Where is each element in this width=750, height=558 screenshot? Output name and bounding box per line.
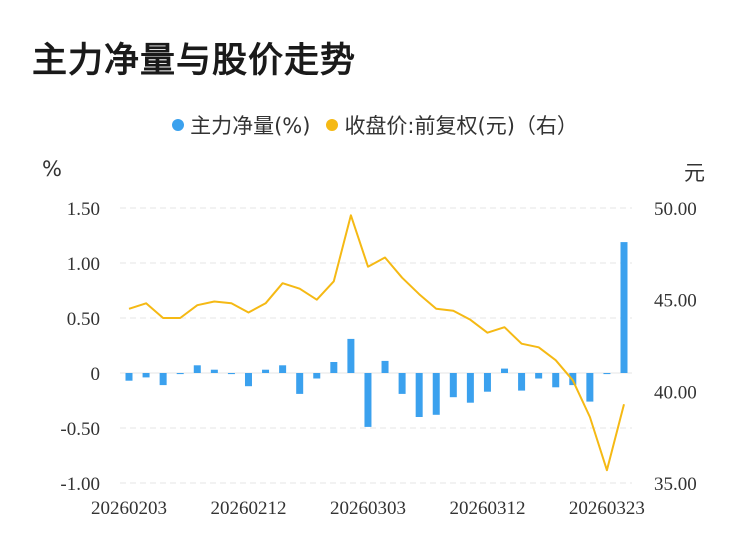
right-axis-ticks: 50.00 45.00 40.00 35.00 [654, 199, 697, 495]
bar [227, 373, 235, 375]
right-tick-label: 50.00 [654, 199, 697, 220]
left-axis-ticks: 1.50 1.00 0.50 0 -0.50 -1.00 [60, 199, 100, 495]
right-axis-unit: 元 [684, 161, 705, 185]
legend-label-net-volume: 主力净量(%) [190, 114, 311, 138]
bar [381, 360, 389, 373]
left-tick-label: 1.50 [67, 199, 100, 220]
x-axis-ticks: 20260203 20260212 20260303 20260312 20260323 [91, 498, 645, 519]
bar [535, 373, 543, 379]
legend-dot-yellow-icon [326, 119, 339, 131]
bar-series [125, 242, 628, 427]
x-tick-label: 20260312 [449, 498, 525, 519]
bar [466, 373, 474, 403]
bar [603, 373, 611, 375]
bar [347, 338, 355, 373]
bar [518, 373, 526, 391]
bar [483, 373, 491, 392]
bar [262, 369, 270, 373]
x-tick-label: 20260203 [91, 498, 167, 519]
legend: 主力净量(%) 收盘价:前复权(元)（右） [0, 110, 750, 140]
x-tick-label: 20260303 [330, 498, 406, 519]
bar [586, 373, 594, 402]
line-series [128, 214, 625, 472]
price-line [128, 214, 625, 472]
left-tick-label: -1.00 [60, 474, 100, 495]
bar [364, 373, 372, 427]
bar [552, 373, 560, 388]
x-tick-label: 20260212 [210, 498, 286, 519]
legend-dot-blue-icon [172, 119, 185, 131]
grid-lines [120, 207, 632, 484]
left-axis-unit: % [42, 157, 62, 181]
bar [432, 373, 440, 415]
bar [415, 373, 423, 417]
bar [449, 373, 457, 398]
left-tick-label: 1.00 [67, 254, 100, 275]
left-tick-label: 0 [91, 364, 101, 385]
bar [193, 365, 201, 373]
bar [279, 365, 287, 373]
bar [398, 373, 406, 394]
bar [244, 373, 252, 387]
bar [501, 368, 509, 373]
bar [620, 242, 628, 373]
legend-item-close-price[interactable]: 收盘价:前复权(元)（右） [326, 110, 578, 140]
legend-label-close-price: 收盘价:前复权(元)（右） [344, 114, 578, 138]
left-tick-label: 0.50 [67, 309, 100, 330]
bar [313, 373, 321, 379]
bar [296, 373, 304, 394]
chart-title: 主力净量与股价走势 [32, 41, 357, 81]
bar [176, 373, 184, 375]
bar [159, 373, 167, 386]
bar [330, 362, 338, 373]
x-tick-label: 20260323 [569, 498, 645, 519]
left-tick-label: -0.50 [60, 419, 100, 440]
right-tick-label: 40.00 [654, 382, 697, 403]
right-tick-label: 45.00 [654, 291, 697, 312]
bar [210, 369, 218, 373]
bar [125, 373, 133, 381]
bar [142, 373, 150, 378]
right-tick-label: 35.00 [654, 474, 697, 495]
legend-item-net-volume[interactable]: 主力净量(%) [172, 110, 310, 140]
